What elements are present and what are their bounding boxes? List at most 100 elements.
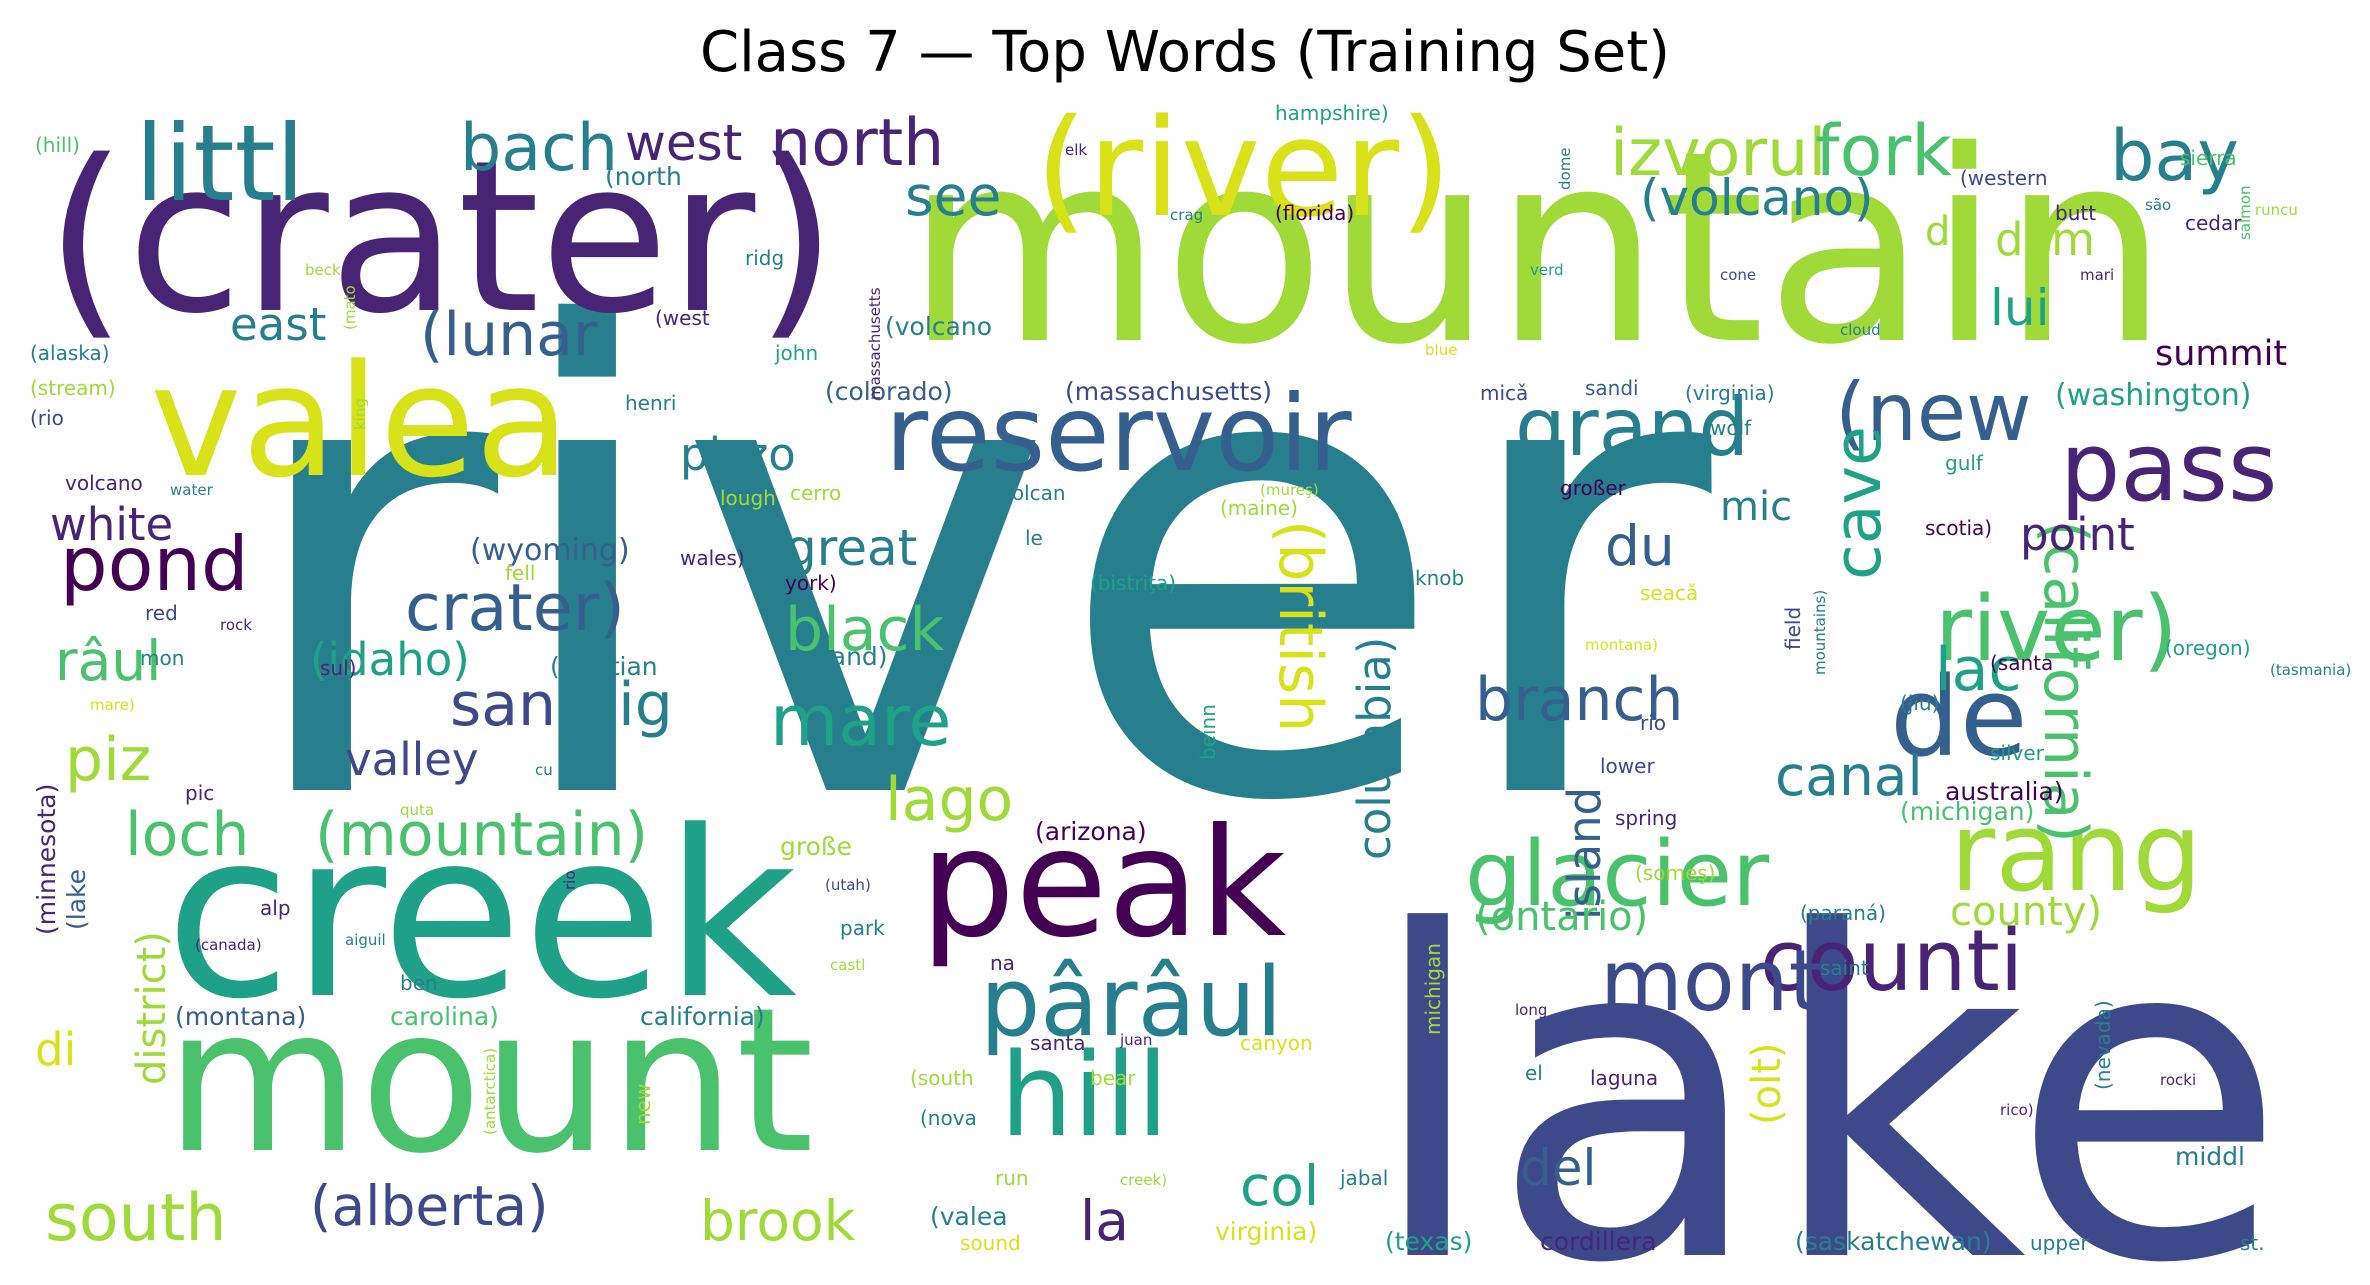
word-long: long [1515,1001,1547,1019]
word-valley: valley [345,733,479,786]
word-crater: (crater) [45,115,837,360]
word-grand: grand [1515,381,1749,474]
word-valea: (valea [930,1202,1008,1231]
word-castl: castl [830,956,865,974]
word-california: (california) [2030,520,2100,843]
word-washington: (washington) [2055,378,2252,413]
word-canyon: canyon [1240,1031,1313,1055]
word-creek: creek) [1120,1171,1167,1189]
word-counti: counti [1760,912,2023,1011]
word-saskatchewan: (saskatchewan) [1795,1227,1992,1256]
word-volcano: volcano [65,471,143,495]
word-brook: brook [700,1189,856,1253]
word-massachusetts: massachusetts [866,287,884,400]
word-paran: (paraná) [1800,901,1886,925]
word-laguna: laguna [1590,1066,1658,1090]
word-river: river [235,196,1718,941]
word-bay: bay [2110,115,2239,197]
word-cerro: cerro [790,481,841,505]
word-park: park [840,916,885,940]
word-elk: elk [1065,141,1087,159]
word-s-o: são [2145,196,2171,214]
word-cloud: cloud [1840,321,1881,339]
word-rio: (rio [30,406,64,430]
word-rock: rock [220,616,252,634]
word-michigan: (michigan) [1900,797,2034,826]
word-nevada: (nevada) [2091,1000,2115,1090]
word-mure: (mureş) [1260,481,1319,499]
word-idaho: (idaho) [310,633,470,686]
word-peak: peak [920,797,1286,971]
word-lake: lake [1365,838,2287,1285]
word-aiguil: aiguil [345,931,386,949]
word-saint: saint [1820,956,1869,980]
word-michigan: michigan [1421,943,1445,1035]
word-big: big [580,670,673,740]
word-new: (new [1835,366,2032,459]
word-loch: loch [125,800,249,870]
word-rico: rico) [2000,1101,2034,1119]
word-south: south [45,1181,227,1256]
word-pizzo: pizzo [680,428,796,481]
word-california: california) [640,1002,765,1031]
word-sound: sound [960,1231,1021,1255]
word-mount: mount [165,965,814,1198]
word-hampshire: hampshire) [1275,101,1389,125]
word-utah: (utah) [825,876,871,894]
word-nova: (nova [920,1106,977,1130]
word-river: (river) [1035,90,1452,247]
word-del: del [1520,1139,1596,1197]
word-white: white [50,498,173,551]
word-water: water [170,481,214,499]
word-branch: branch [1475,665,1684,735]
word-di: di [35,1023,76,1076]
word-fell: fell [505,561,535,585]
word-cordillera: cordillera [1540,1227,1657,1256]
word-pic: pic [185,781,214,805]
word-lunar: (lunar [420,300,598,370]
word-spring: spring [1615,806,1677,830]
word-san: san [450,670,556,740]
word-mountain: mountain [905,95,2169,403]
word-columbia: columbia) [1348,637,1401,860]
word-el: el [1525,1061,1543,1085]
word-hill: hill [1000,1029,1169,1163]
word-colorado: (colorado) [825,377,953,406]
word-mare: mare [770,680,951,762]
word-cone: cone [1720,266,1756,284]
word-littl: littl [135,103,305,225]
word-mato: (mato [341,285,359,330]
word-red: red [145,601,178,625]
word-sul: sul) [320,656,356,680]
word-texas: (texas) [1385,1227,1472,1256]
word-west: (west [655,306,710,330]
word-run: run [995,1166,1029,1190]
word-piz: piz [65,725,151,795]
word-le: le [1025,526,1043,550]
word-mountains: mountains) [1811,590,1829,675]
word-wolf: wolf [1710,416,1752,440]
word-jabal: jabal [1339,1166,1388,1190]
word-rio: rio [1640,711,1666,735]
word-ridg: ridg [745,246,784,270]
word-western: (western [1960,166,2048,190]
word-st: st. [2240,1231,2265,1255]
word-bistri-a: (bistriţa) [1090,571,1176,595]
word-lake: (lake [62,869,91,930]
word-santa: santa [1030,1031,1085,1055]
word-mare: mare) [90,696,135,714]
word-bear: bear [1090,1066,1136,1090]
word-gro-er: großer [1560,476,1627,500]
word-reservoir: reservoir [885,373,1352,495]
word-great: great [785,519,917,577]
word-olt: (olt) [1744,1043,1790,1125]
word-sierra: sierra [2180,146,2237,170]
word-verd: verd [1530,261,1564,279]
word-north: north [770,106,944,181]
word-martian: (martian [550,652,658,681]
word-canada: (canada) [195,936,262,954]
word-crag: crag [1170,206,1203,224]
word-na: na [990,951,1015,975]
word-lui: lui [1990,279,2049,337]
